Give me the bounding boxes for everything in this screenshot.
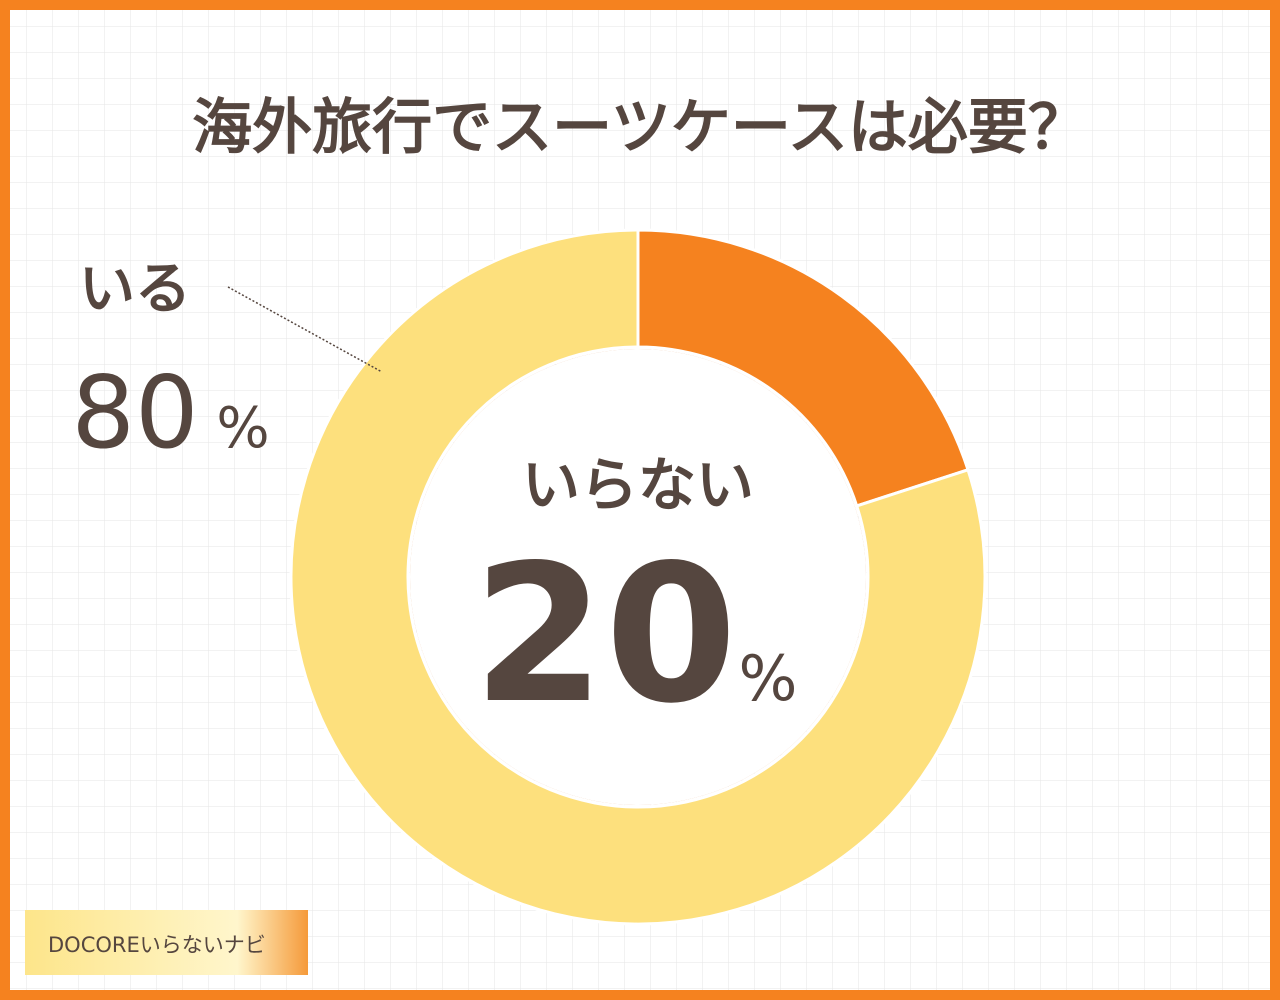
chart-title: 海外旅行でスーツケースは必要？: [192, 93, 1088, 163]
value-label: 20: [473, 524, 737, 745]
category-label: いる: [79, 257, 191, 322]
donut-hole: [410, 349, 866, 805]
category-label: いらない: [522, 451, 754, 519]
unit-label: %: [739, 642, 798, 715]
unit-label: %: [216, 396, 269, 461]
donut-slice: [289, 228, 987, 926]
leader-line: [227, 286, 383, 373]
donut: [289, 228, 987, 926]
logo-box: [25, 910, 308, 975]
donut-slice: [636, 228, 970, 508]
logo-text: DOCOREいらないナビ: [48, 933, 266, 957]
value-label: 80: [71, 354, 198, 471]
